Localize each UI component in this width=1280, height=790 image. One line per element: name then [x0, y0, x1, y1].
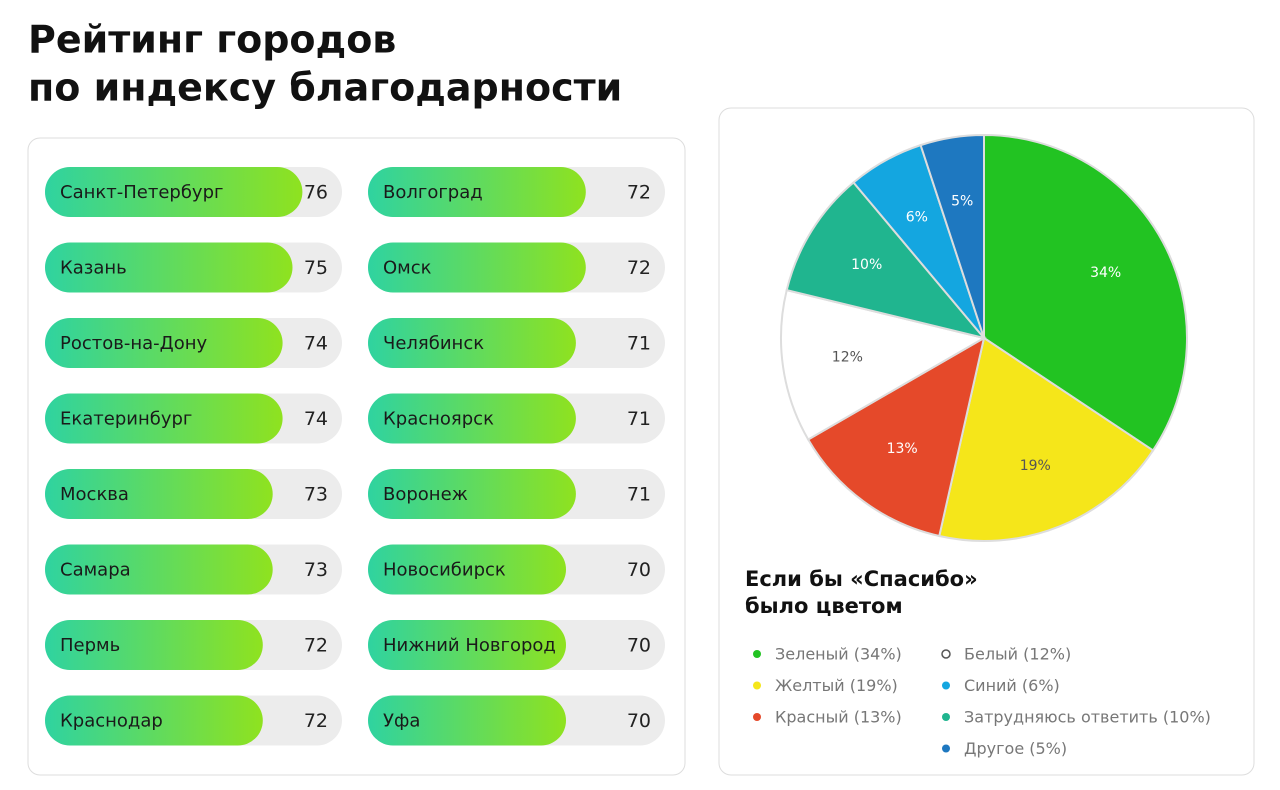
- city-label: Красноярск: [383, 409, 494, 430]
- bar: [368, 620, 566, 670]
- slice-label: 12%: [832, 350, 863, 366]
- slice-label: 6%: [906, 209, 928, 225]
- city-label: Казань: [60, 258, 127, 279]
- pie-slice: [785, 181, 987, 340]
- city-label: Москва: [60, 484, 129, 505]
- value-label: 73: [304, 559, 328, 581]
- value-label: 70: [627, 710, 651, 732]
- legend-marker: [942, 744, 950, 753]
- slice-label: 34%: [1090, 265, 1121, 281]
- bar: [368, 167, 586, 217]
- city-label: Пермь: [60, 635, 120, 656]
- city-label: Санкт-Петербург: [60, 182, 223, 203]
- slice-label: 5%: [951, 194, 973, 210]
- pie-title: было цветом: [745, 594, 903, 618]
- value-label: 71: [627, 333, 651, 355]
- value-label: 72: [627, 257, 651, 279]
- bar: [45, 620, 263, 670]
- bar: [45, 318, 283, 368]
- value-label: 72: [627, 182, 651, 204]
- legend-marker: [753, 713, 761, 721]
- pie-slice: [780, 288, 987, 441]
- slice-label: 13%: [887, 441, 918, 457]
- city-label: Воронеж: [383, 484, 468, 505]
- title-line: Рейтинг городов: [28, 18, 396, 62]
- legend-label: Желтый (19%): [775, 676, 898, 695]
- legend-label: Зеленый (34%): [775, 645, 902, 664]
- pie-slice: [919, 133, 985, 339]
- city-label: Самара: [60, 560, 131, 581]
- legend-marker: [942, 713, 950, 721]
- pie-slice: [938, 336, 1155, 542]
- slice-label: 10%: [851, 257, 882, 273]
- city-label: Новосибирск: [383, 560, 506, 581]
- legend-label: Белый (12%): [964, 645, 1071, 664]
- bar: [368, 544, 566, 595]
- bar: [45, 695, 263, 746]
- bar: [368, 242, 586, 293]
- value-label: 76: [304, 182, 328, 204]
- value-label: 72: [304, 710, 328, 732]
- legend-marker: [941, 649, 951, 659]
- legend-label: Синий (6%): [964, 676, 1060, 695]
- value-label: 71: [627, 408, 651, 430]
- bar: [368, 318, 576, 368]
- value-label: 70: [627, 559, 651, 581]
- value-label: 74: [304, 333, 328, 355]
- value-label: 72: [304, 635, 328, 657]
- city-label: Краснодар: [60, 711, 163, 732]
- pie-title: Если бы «Спасибо»: [745, 567, 978, 591]
- city-label: Челябинск: [383, 333, 484, 354]
- ranking-card: [27, 137, 686, 776]
- value-label: 71: [627, 484, 651, 506]
- value-label: 74: [304, 408, 328, 430]
- legend-label: Затрудняюсь ответить (10%): [964, 708, 1211, 727]
- bar: [45, 544, 273, 595]
- bar: [368, 695, 566, 746]
- city-label: Ростов-на-Дону: [60, 333, 208, 354]
- value-label: 75: [304, 257, 328, 279]
- title-line: по индексу благодарности: [28, 66, 622, 110]
- legend-label: Красный (13%): [775, 708, 902, 727]
- legend-marker: [753, 650, 761, 658]
- city-label: Волгоград: [383, 182, 483, 203]
- bar: [45, 469, 273, 519]
- value-label: 73: [304, 484, 328, 506]
- bar: [368, 393, 576, 444]
- legend-marker: [942, 681, 950, 690]
- legend-label: Другое (5%): [964, 739, 1067, 758]
- city-label: Екатеринбург: [60, 409, 192, 430]
- bar: [45, 242, 293, 293]
- city-label: Уфа: [383, 711, 420, 732]
- bar: [368, 469, 576, 519]
- bar: [45, 167, 303, 217]
- city-label: Омск: [383, 258, 432, 279]
- pie-slice: [806, 335, 986, 538]
- legend-marker: [753, 681, 761, 690]
- value-label: 70: [627, 635, 651, 657]
- city-label: Нижний Новгород: [383, 635, 556, 656]
- slice-label: 19%: [1020, 458, 1051, 474]
- bar: [45, 393, 283, 444]
